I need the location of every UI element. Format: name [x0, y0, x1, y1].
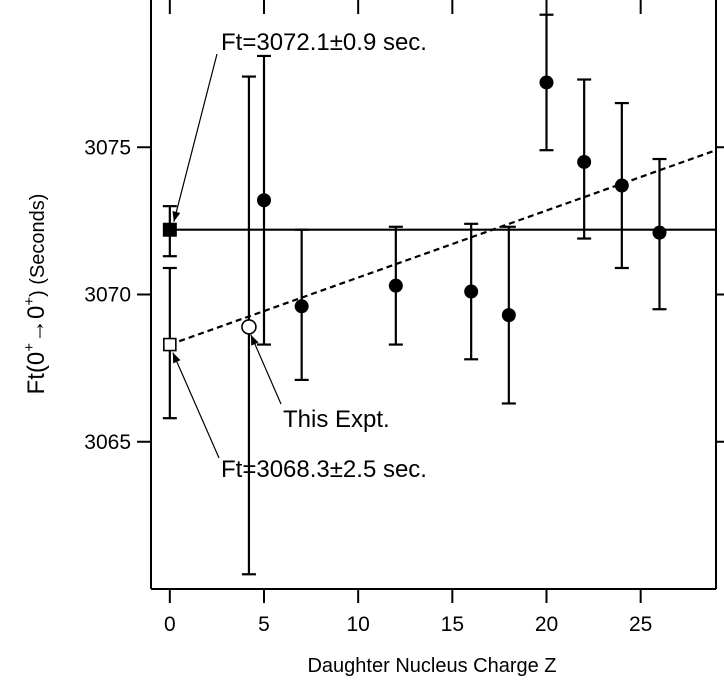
data-point [501, 308, 516, 323]
y-tick-label: 3065 [84, 431, 131, 454]
this-expt-point [241, 319, 257, 335]
y-axis-label-suffix: ) (Seconds) [27, 194, 49, 297]
y-axis-label-prefix: Ft(0 [23, 352, 50, 395]
annotation-label: Ft=3072.1±0.9 sec. [221, 29, 427, 56]
data-point [388, 278, 403, 293]
x-tick-label: 15 [441, 613, 464, 636]
annotation-label: This Expt. [283, 406, 390, 433]
x-tick-label: 20 [535, 613, 558, 636]
y-axis-label: Ft(0+→0+) (Seconds) [21, 194, 50, 395]
annotation-arrowhead [250, 334, 259, 346]
x-tick-label: 5 [258, 613, 270, 636]
annotation-leader [250, 334, 282, 405]
data-point [257, 193, 271, 208]
annotation-arrowhead [172, 352, 181, 364]
data-point [294, 299, 309, 314]
extrapolated-point [163, 337, 177, 352]
data-point [614, 178, 629, 193]
y-tick-label: 3070 [84, 284, 131, 307]
annotations: Ft=3072.1±0.9 sec. This Expt. Ft=3068.3±2.… [172, 29, 427, 483]
plot-frame [150, 0, 717, 590]
data-point [464, 284, 479, 299]
average-point [162, 222, 177, 237]
annotation-label: Ft=3068.3±2.5 sec. [221, 456, 427, 483]
annotation-leader [173, 53, 218, 222]
data-markers [162, 75, 667, 352]
y-axis-label-sup2: + [21, 297, 38, 306]
data-point [652, 225, 667, 240]
annotation-arrowhead [172, 211, 181, 222]
y-tick-label: 3075 [84, 136, 131, 159]
x-tick-label: 10 [346, 613, 369, 636]
annotation-leader [172, 352, 220, 459]
x-tick-label: 25 [629, 613, 652, 636]
data-point [539, 75, 554, 90]
y-axis-label-sup1: + [21, 343, 38, 352]
data-point [577, 154, 592, 169]
ticks: 0 5 10 15 20 25 3065 3070 3075 [84, 0, 724, 636]
x-tick-label: 0 [164, 613, 176, 636]
dashed-fit-line [169, 149, 717, 346]
x-axis-label: Daughter Nucleus Charge Z [307, 655, 556, 677]
y-axis-label-arrow: →0 [23, 306, 50, 343]
error-bars [162, 13, 667, 576]
fit-lines [169, 149, 717, 346]
